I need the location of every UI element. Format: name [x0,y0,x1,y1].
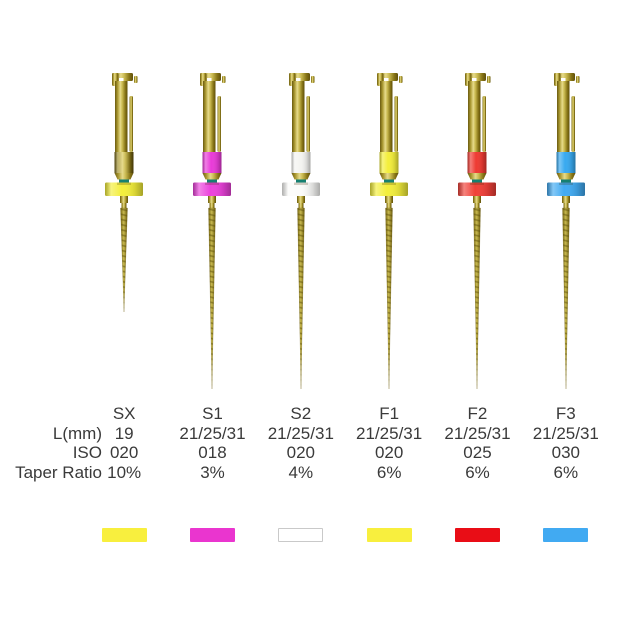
cell-f2-length: 21/25/31 [444,423,511,443]
file-handle [288,73,315,152]
row-label-iso: ISO [72,443,102,462]
color-swatch-f1-yellow [366,528,412,542]
table-header-row: SX S1 S2 F1 F2 F3 [0,404,640,424]
file-flange [379,173,399,180]
color-swatch-f2-red [454,528,500,542]
endo-file-graphic [193,73,232,390]
file-shaft [473,196,482,390]
file-collar [556,152,576,173]
file-flange [556,173,576,180]
endo-file-sx [80,72,168,408]
color-swatch-f3-blue [543,528,589,542]
cell-s2-taper: 4% [288,462,314,482]
swatch-slot [168,528,256,542]
cell-f2-iso: 025 [463,443,492,462]
endo-file-f2 [433,72,521,408]
endo-file-graphic [281,73,320,390]
row-label-taper: Taper Ratio [15,462,102,482]
color-swatch-s1-magenta [189,528,235,542]
endo-file-s2 [257,72,345,408]
cell-s1-taper: 3% [200,462,225,482]
file-disc [546,182,585,196]
col-header-f1: F1 [379,404,400,423]
row-label-length: L(mm) [52,423,102,443]
file-collar [379,152,399,173]
file-handle [465,73,491,152]
file-shaft [385,196,394,390]
cell-f1-length: 21/25/31 [356,423,423,443]
col-header-f2: F2 [467,404,488,423]
endo-file-f1 [345,72,433,408]
cell-s2-length: 21/25/31 [267,423,334,443]
table-row-taper: Taper Ratio 10% 3% 4% 6% 6% 6% [0,463,640,483]
col-header-s2: S2 [290,404,312,423]
file-shaft [120,196,129,313]
file-disc [281,182,320,196]
cell-s1-iso: 018 [198,443,227,462]
file-collar [114,152,134,173]
swatch-slot [433,528,521,542]
swatch-slot [257,528,345,542]
endo-file-graphic [105,73,144,313]
file-collar [291,152,311,173]
file-collar [467,152,487,173]
files-row [80,72,610,408]
endo-file-s1 [168,72,256,408]
spec-table: SX S1 S2 F1 F2 F3 L(mm) 19 21/25/31 21/2… [0,404,640,482]
cell-sx-iso: 020 [109,443,139,462]
file-handle [200,73,226,152]
endo-file-graphic [546,73,585,390]
file-id-band [384,179,395,183]
col-header-f3: F3 [555,404,576,423]
file-disc [370,182,409,196]
cell-s2-iso: 020 [286,443,315,462]
swatch-slot [80,528,168,542]
file-id-band [119,179,130,183]
cell-f3-length: 21/25/31 [532,423,599,443]
file-flange [291,173,311,180]
swatch-row [80,528,610,542]
swatch-slot [522,528,610,542]
file-id-band [560,179,571,183]
cell-f1-taper: 6% [376,462,402,482]
cell-f1-iso: 020 [374,443,404,462]
cell-f3-iso: 030 [551,443,580,462]
table-row-iso: ISO 020 018 020 020 025 030 [0,443,640,463]
file-flange [202,173,222,180]
color-swatch-sx-yellow [101,528,147,542]
file-collar [202,152,222,173]
cell-f3-taper: 6% [553,462,579,482]
file-handle [112,73,138,152]
file-shaft [208,196,217,390]
endo-file-graphic [458,73,497,390]
cell-sx-taper: 10% [107,462,142,482]
file-handle [377,73,403,152]
file-id-band [472,179,483,183]
swatch-slot [345,528,433,542]
cell-f2-taper: 6% [465,462,490,482]
color-swatch-s2-white [278,528,324,542]
col-header-sx: SX [112,404,136,423]
endo-file-f3 [522,72,610,408]
cell-s1-length: 21/25/31 [179,423,246,443]
file-id-band [295,179,306,183]
file-flange [467,173,487,180]
col-header-s1: S1 [202,404,223,423]
file-handle [553,73,580,152]
file-shaft [296,196,305,390]
file-disc [193,182,232,196]
file-shaft [561,196,570,390]
file-disc [105,182,144,196]
file-flange [114,173,134,180]
table-row-length: L(mm) 19 21/25/31 21/25/31 21/25/31 21/2… [0,424,640,444]
file-id-band [207,179,218,183]
endo-file-graphic [370,73,409,390]
file-disc [458,182,497,196]
cell-sx-length: 19 [114,423,134,443]
